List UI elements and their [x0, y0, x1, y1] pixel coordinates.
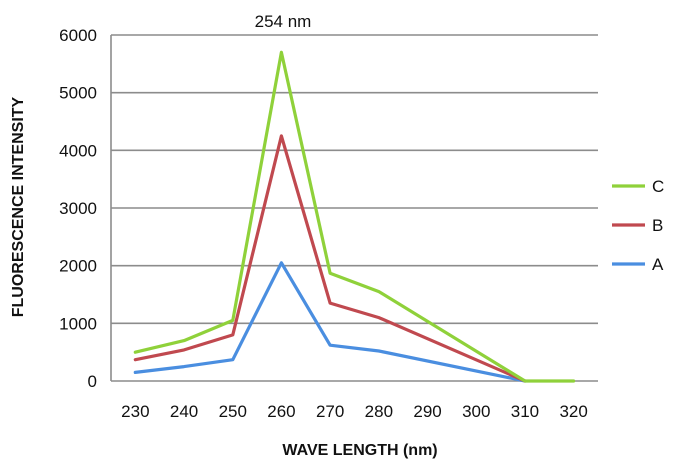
x-axis-title: WAVE LENGTH (nm): [282, 442, 437, 459]
y-tick-label: 4000: [59, 141, 97, 160]
axes: [110, 35, 598, 382]
legend-label-A: A: [652, 255, 664, 274]
series-line-B: [133, 134, 527, 383]
y-tick-label: 3000: [59, 199, 97, 218]
x-tick-label: 310: [511, 402, 539, 421]
x-tick-label: 300: [462, 402, 490, 421]
grid-lines: [111, 34, 598, 325]
legend-label-C: C: [652, 177, 664, 196]
x-tick-labels: 230 240 250 260 270 280 290 300 310 320: [121, 402, 588, 421]
y-tick-label: 1000: [59, 314, 97, 333]
series-lines: [133, 50, 576, 383]
x-tick-label: 270: [316, 402, 344, 421]
peak-annotation: 254 nm: [255, 12, 312, 31]
legend-label-B: B: [652, 216, 663, 235]
x-tick-label: 230: [121, 402, 149, 421]
x-tick-label: 280: [365, 402, 393, 421]
series-line-A: [133, 261, 527, 383]
y-tick-label: 6000: [59, 26, 97, 45]
x-tick-label: 290: [413, 402, 441, 421]
x-tick-label: 240: [170, 402, 198, 421]
y-tick-label: 5000: [59, 84, 97, 103]
y-tick-labels: 0 1000 2000 3000 4000 5000 6000: [59, 26, 97, 391]
x-tick-label: 320: [559, 402, 587, 421]
y-tick-label: 2000: [59, 257, 97, 276]
legend: C B A: [612, 177, 664, 274]
x-tick-label: 250: [219, 402, 247, 421]
y-axis-title: FLUORESCENCE INTENSITY: [10, 96, 27, 317]
y-tick-label: 0: [88, 372, 97, 391]
series-line-C: [133, 50, 576, 383]
x-tick-label: 260: [267, 402, 295, 421]
